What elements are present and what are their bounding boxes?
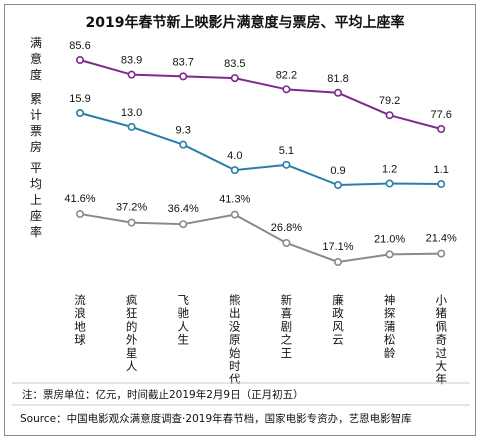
data-point — [385, 179, 394, 188]
source-text: Source：中国电影观众满意度调查·2019年春节档，国家电影专资办，艺恩电影… — [20, 412, 412, 425]
data-point — [437, 249, 446, 258]
data-point — [230, 210, 239, 219]
series-points — [76, 55, 446, 266]
data-label: 41.6% — [64, 193, 95, 205]
category-label: 熊出没原始时代 — [229, 293, 241, 386]
series-lines — [79, 59, 442, 263]
category-label: 小猪佩奇过大年 — [435, 293, 447, 386]
category-label: 新喜剧之王 — [281, 293, 293, 360]
data-point — [76, 210, 85, 219]
data-label: 5.1 — [279, 145, 294, 157]
data-label: 13.0 — [121, 107, 142, 119]
data-point — [127, 218, 136, 227]
series-line-0 — [79, 59, 442, 130]
chart-title: 2019年春节新上映影片满意度与票房、平均上座率 — [86, 14, 405, 31]
category-label: 廉政风云 — [332, 293, 344, 347]
data-label: 77.6 — [430, 109, 451, 121]
data-label: 36.4% — [168, 203, 199, 215]
data-label: 83.5 — [224, 58, 245, 70]
data-point — [385, 111, 394, 120]
data-label: 15.9 — [69, 93, 90, 105]
data-label: 4.0 — [227, 150, 242, 162]
data-point — [179, 220, 188, 229]
series-line-1 — [79, 112, 442, 186]
data-point — [437, 125, 446, 134]
data-point — [333, 181, 342, 190]
data-label: 41.3% — [219, 194, 250, 206]
data-label: 1.2 — [382, 164, 397, 176]
series-label-2: 平均上座率 — [30, 161, 42, 239]
data-label: 83.7 — [172, 56, 193, 68]
series-label-1: 累计票房 — [30, 92, 42, 154]
data-point — [127, 70, 136, 79]
category-label: 飞驰人生 — [177, 293, 189, 347]
data-point — [282, 160, 291, 169]
data-label: 81.8 — [327, 73, 348, 85]
data-point — [179, 140, 188, 149]
series-line-2 — [79, 213, 442, 263]
data-label: 37.2% — [116, 202, 147, 214]
data-label: 85.6 — [69, 40, 90, 52]
chart-frame — [4, 4, 476, 436]
data-point — [437, 180, 446, 189]
data-point — [179, 72, 188, 81]
category-labels: 流浪地球 疯狂的外星人 飞驰人生 熊出没原始时代 新喜剧之王 廉政风云 神探蒲松龄 小猪佩奇过… — [74, 293, 447, 386]
data-label: 82.2 — [276, 69, 297, 81]
data-point — [333, 88, 342, 97]
data-point — [282, 85, 291, 94]
data-label: 9.3 — [176, 125, 191, 137]
category-label: 疯狂的外星人 — [126, 293, 138, 373]
category-label: 流浪地球 — [74, 293, 86, 347]
data-label: 83.9 — [121, 55, 142, 67]
data-label: 21.4% — [426, 233, 457, 245]
data-label: 79.2 — [379, 95, 400, 107]
data-point — [76, 109, 85, 118]
data-point — [230, 74, 239, 83]
data-point — [127, 122, 136, 131]
data-point — [76, 55, 85, 64]
data-label: 21.0% — [374, 233, 405, 245]
data-point — [230, 166, 239, 175]
data-point — [282, 238, 291, 247]
footnote: 注：票房单位：亿元，时间截止2019年2月9日（正月初五） — [22, 388, 304, 401]
data-label: 17.1% — [322, 241, 353, 253]
series-label-0: 满意度 — [30, 36, 42, 82]
data-label: 1.1 — [434, 164, 449, 176]
data-point — [385, 250, 394, 259]
data-label: 26.8% — [271, 222, 302, 234]
data-point — [333, 257, 342, 266]
category-label: 神探蒲松龄 — [384, 293, 396, 360]
value-labels: 85.6 83.9 83.7 83.5 82.2 81.8 79.2 77.6 15.9 13.0… — [64, 40, 457, 253]
data-label: 0.9 — [330, 165, 345, 177]
